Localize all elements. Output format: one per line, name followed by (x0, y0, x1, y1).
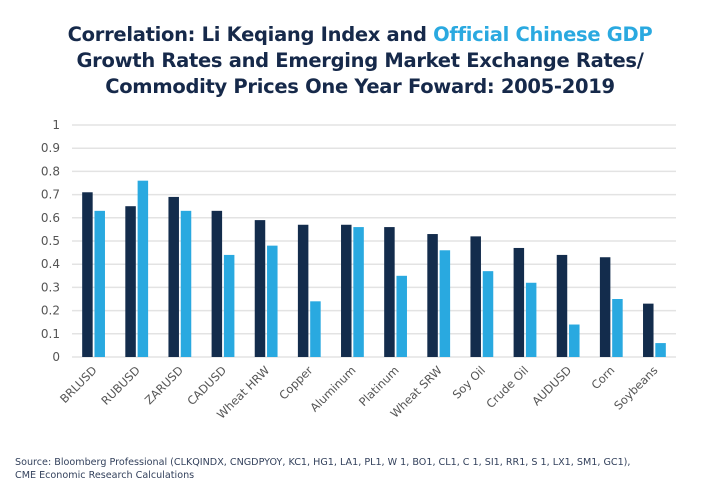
source-line-2: CME Economic Research Calculations (15, 470, 195, 481)
y-tick-label: 0.6 (41, 211, 60, 225)
title-line-1: Correlation: Li Keqiang Index and Offici… (0, 22, 720, 48)
bar-li-keqiang (513, 247, 525, 357)
title-highlight-official-gdp: Official Chinese GDP (433, 23, 653, 46)
bar-li-keqiang (168, 196, 179, 357)
bar-li-keqiang (470, 236, 481, 357)
bar-li-keqiang (125, 206, 136, 357)
bar-li-keqiang (341, 224, 352, 357)
y-tick-label: 0.4 (41, 257, 60, 271)
y-tick-label: 0.2 (41, 304, 60, 318)
bar-official-gdp (612, 299, 623, 357)
chart-title: Correlation: Li Keqiang Index and Offici… (0, 22, 720, 100)
y-tick-label: 0.1 (41, 327, 60, 341)
bar-li-keqiang (384, 227, 395, 357)
source-line-1: Source: Bloomberg Professional (CLKQINDX… (15, 457, 631, 468)
bar-official-gdp (267, 245, 278, 357)
bar-li-keqiang (297, 224, 309, 357)
bar-official-gdp (439, 250, 451, 357)
bars (82, 180, 666, 357)
y-tick-label: 0.5 (41, 234, 60, 248)
y-tick-label: 0.9 (41, 141, 60, 155)
title-line-2: Growth Rates and Emerging Market Exchang… (76, 49, 644, 72)
y-tick-label: 0.8 (41, 164, 60, 178)
bar-li-keqiang (599, 257, 611, 357)
bar-official-gdp (353, 227, 364, 357)
y-tick-label: 1 (52, 118, 60, 132)
bar-official-gdp (525, 282, 537, 357)
y-tick-label: 0.3 (41, 280, 60, 294)
bar-li-keqiang (427, 234, 438, 357)
bar-official-gdp (223, 254, 235, 357)
x-tick-label: AUDUSD (529, 363, 574, 408)
title-line-3: Commodity Prices One Year Foward: 2005-2… (105, 75, 615, 98)
bar-official-gdp (94, 210, 105, 357)
bar-official-gdp (180, 210, 192, 357)
x-tick-label: CADUSD (184, 363, 229, 408)
x-tick-label: Copper (276, 363, 315, 402)
x-tick-label: Soybeans (611, 363, 660, 412)
y-tick-label: 0 (52, 350, 60, 364)
x-tick-label: Aluminum (307, 363, 358, 414)
x-tick-label: ZARUSD (142, 363, 186, 407)
bar-li-keqiang (254, 220, 266, 357)
x-tick-label: RUBUSD (98, 363, 143, 408)
gridlines (72, 124, 676, 358)
x-tick-label: Corn (588, 363, 617, 392)
bar-official-gdp (310, 301, 321, 357)
y-axis-ticks: 0 0.1 0.2 0.3 0.4 0.5 0.6 0.7 0.8 0.9 1 (41, 118, 60, 364)
bar-official-gdp (396, 275, 407, 357)
x-tick-label: Soy Oil (450, 363, 488, 401)
bar-li-keqiang (211, 210, 223, 357)
bar-li-keqiang (82, 192, 93, 357)
x-tick-label: Crude Oil (483, 363, 531, 411)
x-tick-label: BRLUSD (57, 363, 100, 406)
y-tick-label: 0.7 (41, 188, 60, 202)
title-part-1: Correlation: Li Keqiang Index and (67, 23, 434, 46)
bar-official-gdp (137, 180, 149, 357)
bar-li-keqiang (556, 254, 568, 357)
bar-official-gdp (655, 343, 666, 357)
bar-li-keqiang (643, 303, 654, 357)
bar-official-gdp (482, 271, 494, 357)
source-note: Source: Bloomberg Professional (CLKQINDX… (15, 456, 630, 482)
bar-official-gdp (569, 324, 580, 357)
